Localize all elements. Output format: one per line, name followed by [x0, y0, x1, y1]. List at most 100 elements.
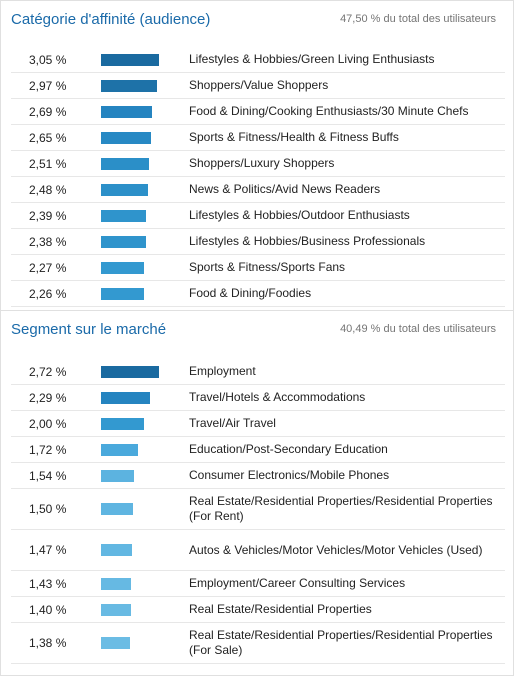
- bar-cell: [101, 177, 189, 202]
- percentage-value: 1,47 %: [29, 543, 67, 557]
- bar-cell: [101, 99, 189, 124]
- percentage-bar: [101, 131, 151, 144]
- category-label: Education/Post-Secondary Education: [189, 442, 388, 456]
- panel-total-summary: 47,50 % du total des utilisateurs: [340, 13, 496, 25]
- table-row: 1,50 % Real Estate/Residential Properties…: [11, 489, 505, 530]
- bar-cell: [101, 463, 189, 488]
- table-row: 2,39 % Lifestyles & Hobbies/Outdoor Enthu…: [11, 203, 505, 229]
- table-row: 1,47 % Autos & Vehicles/Motor Vehicles/Mo…: [11, 530, 505, 571]
- percentage-value: 2,00 %: [29, 416, 67, 431]
- category-label: News & Politics/Avid News Readers: [189, 182, 381, 196]
- category-label: Employment: [189, 364, 256, 378]
- table-row: 2,65 % Sports & Fitness/Health & Fitness …: [11, 125, 505, 151]
- category-label: Lifestyles & Hobbies/Outdoor Enthusiasts: [189, 208, 410, 222]
- table-row: 2,38 % Lifestyles & Hobbies/Business Prof…: [11, 229, 505, 255]
- percentage-bar: [101, 637, 130, 649]
- percentage-bar: [101, 391, 150, 404]
- table-row: 2,51 % Shoppers/Luxury Shoppers: [11, 151, 505, 177]
- bar-cell: [101, 47, 189, 72]
- table-row: 1,72 % Education/Post-Secondary Education: [11, 437, 505, 463]
- bar-cell: [101, 385, 189, 410]
- bar-cell: [101, 571, 189, 596]
- percentage-value: 2,48 %: [29, 182, 67, 197]
- bar-cell: [101, 73, 189, 98]
- percentage-value: 2,69 %: [29, 104, 67, 119]
- panel-header: Segment sur le marché 40,49 % du total d…: [1, 311, 513, 359]
- table-row: 1,38 % Real Estate/Residential Properties…: [11, 623, 505, 664]
- percentage-bar: [101, 577, 131, 590]
- percentage-bar: [101, 235, 146, 248]
- percentage-value: 2,72 %: [29, 364, 67, 379]
- percentage-bar: [101, 183, 148, 196]
- percentage-bar: [101, 287, 144, 300]
- percentage-value: 2,97 %: [29, 78, 67, 93]
- table-row: 1,43 % Employment/Career Consulting Servi…: [11, 571, 505, 597]
- table-row: 2,97 % Shoppers/Value Shoppers: [11, 73, 505, 99]
- percentage-value: 1,54 %: [29, 468, 67, 483]
- bar-cell: [101, 597, 189, 622]
- percentage-value: 2,39 %: [29, 208, 67, 223]
- bar-cell: [101, 255, 189, 280]
- segment-rows: 2,72 % Employment 2,29 % Travel/Hotels & Ac…: [11, 359, 505, 664]
- panel-header: Catégorie d'affinité (audience) 47,50 % …: [1, 1, 513, 47]
- bar-cell: [101, 623, 189, 663]
- percentage-value: 1,72 %: [29, 442, 67, 457]
- category-label: Travel/Hotels & Accommodations: [189, 390, 366, 404]
- table-row: 1,40 % Real Estate/Residential Properties: [11, 597, 505, 623]
- category-label: Sports & Fitness/Sports Fans: [189, 260, 346, 274]
- bar-cell: [101, 125, 189, 150]
- bar-cell: [101, 411, 189, 436]
- panel-total-summary: 40,49 % du total des utilisateurs: [340, 323, 496, 335]
- category-label: Travel/Air Travel: [189, 416, 276, 430]
- bar-cell: [101, 489, 189, 529]
- percentage-bar: [101, 79, 157, 92]
- category-label: Food & Dining/Cooking Enthusiasts/30 Min…: [189, 104, 469, 118]
- percentage-value: 2,38 %: [29, 234, 67, 249]
- percentage-bar: [101, 365, 159, 378]
- in-market-segment-panel: Segment sur le marché 40,49 % du total d…: [0, 310, 514, 676]
- category-label: Real Estate/Residential Properties: [189, 602, 372, 616]
- percentage-value: 1,50 %: [29, 502, 67, 516]
- affinity-category-panel: Catégorie d'affinité (audience) 47,50 % …: [0, 0, 514, 311]
- bar-cell: [101, 359, 189, 384]
- table-row: 1,54 % Consumer Electronics/Mobile Phones: [11, 463, 505, 489]
- category-label: Shoppers/Value Shoppers: [189, 78, 329, 92]
- percentage-bar: [101, 209, 146, 222]
- table-row: 2,29 % Travel/Hotels & Accommodations: [11, 385, 505, 411]
- percentage-bar: [101, 53, 159, 66]
- percentage-bar: [101, 443, 138, 456]
- affinity-rows: 3,05 % Lifestyles & Hobbies/Green Living …: [11, 47, 505, 307]
- percentage-value: 3,05 %: [29, 52, 67, 67]
- category-label: Real Estate/Residential Properties/Resid…: [189, 494, 493, 523]
- bar-cell: [101, 151, 189, 176]
- table-row: 2,72 % Employment: [11, 359, 505, 385]
- panel-title: Segment sur le marché: [11, 321, 167, 338]
- percentage-bar: [101, 503, 133, 515]
- percentage-value: 1,40 %: [29, 602, 67, 617]
- percentage-value: 2,29 %: [29, 390, 67, 405]
- category-label: Lifestyles & Hobbies/Business Profession…: [189, 234, 426, 248]
- percentage-bar: [101, 157, 149, 170]
- category-label: Shoppers/Luxury Shoppers: [189, 156, 335, 170]
- category-label: Consumer Electronics/Mobile Phones: [189, 468, 390, 482]
- percentage-bar: [101, 603, 131, 616]
- percentage-value: 2,65 %: [29, 130, 67, 145]
- bar-cell: [101, 530, 189, 570]
- table-row: 3,05 % Lifestyles & Hobbies/Green Living …: [11, 47, 505, 73]
- category-label: Lifestyles & Hobbies/Green Living Enthus…: [189, 52, 435, 66]
- percentage-bar: [101, 469, 134, 482]
- percentage-bar: [101, 105, 152, 118]
- percentage-bar: [101, 417, 144, 430]
- category-label: Food & Dining/Foodies: [189, 286, 312, 300]
- category-label: Employment/Career Consulting Services: [189, 576, 406, 590]
- table-row: 2,26 % Food & Dining/Foodies: [11, 281, 505, 307]
- table-row: 2,00 % Travel/Air Travel: [11, 411, 505, 437]
- percentage-value: 1,38 %: [29, 636, 67, 650]
- bar-cell: [101, 203, 189, 228]
- panel-title: Catégorie d'affinité (audience): [11, 11, 211, 28]
- table-row: 2,27 % Sports & Fitness/Sports Fans: [11, 255, 505, 281]
- percentage-bar: [101, 261, 144, 274]
- percentage-value: 1,43 %: [29, 576, 67, 591]
- table-row: 2,69 % Food & Dining/Cooking Enthusiasts/…: [11, 99, 505, 125]
- bar-cell: [101, 229, 189, 254]
